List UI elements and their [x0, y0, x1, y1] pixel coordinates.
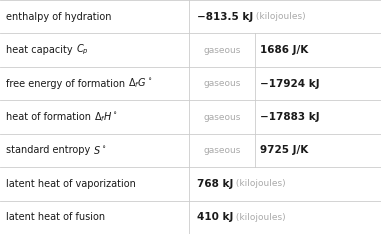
- Text: standard entropy: standard entropy: [6, 145, 93, 155]
- Text: 410 kJ: 410 kJ: [197, 212, 233, 222]
- Text: gaseous: gaseous: [203, 146, 241, 155]
- Text: $S^\circ$: $S^\circ$: [93, 144, 107, 156]
- Text: (kilojoules): (kilojoules): [233, 179, 286, 188]
- Text: heat of formation: heat of formation: [6, 112, 94, 122]
- Text: −17883 kJ: −17883 kJ: [260, 112, 320, 122]
- Text: latent heat of fusion: latent heat of fusion: [6, 212, 105, 222]
- Text: $\Delta_f G^\circ$: $\Delta_f G^\circ$: [128, 77, 152, 91]
- Text: 1686 J/K: 1686 J/K: [260, 45, 309, 55]
- Text: latent heat of vaporization: latent heat of vaporization: [6, 179, 136, 189]
- Text: $\Delta_f H^\circ$: $\Delta_f H^\circ$: [94, 110, 118, 124]
- Text: −17924 kJ: −17924 kJ: [260, 79, 320, 89]
- Text: heat capacity: heat capacity: [6, 45, 76, 55]
- Text: $C_p$: $C_p$: [76, 43, 88, 57]
- Text: gaseous: gaseous: [203, 79, 241, 88]
- Text: free energy of formation: free energy of formation: [6, 79, 128, 89]
- Text: (kilojoules): (kilojoules): [253, 12, 306, 21]
- Text: 9725 J/K: 9725 J/K: [260, 145, 309, 155]
- Text: 768 kJ: 768 kJ: [197, 179, 233, 189]
- Text: −813.5 kJ: −813.5 kJ: [197, 12, 253, 22]
- Text: (kilojoules): (kilojoules): [233, 213, 286, 222]
- Text: enthalpy of hydration: enthalpy of hydration: [6, 12, 112, 22]
- Text: gaseous: gaseous: [203, 46, 241, 55]
- Text: gaseous: gaseous: [203, 113, 241, 121]
